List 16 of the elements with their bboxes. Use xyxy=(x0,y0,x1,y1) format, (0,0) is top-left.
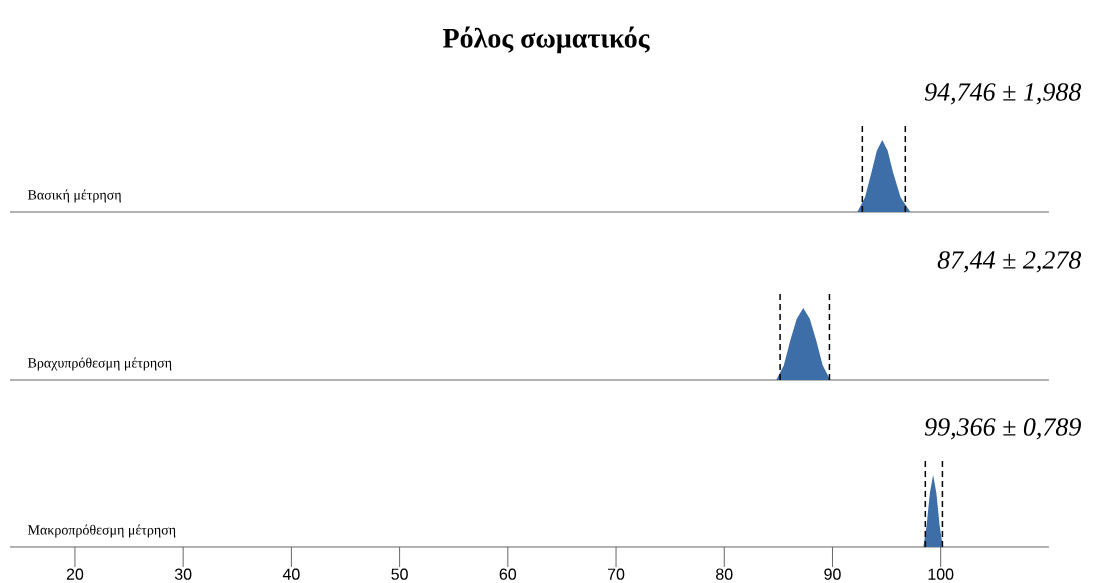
x-tick-label: 40 xyxy=(282,568,300,580)
y-axis-title: Βραχυπρόθεσμη μέτρηση xyxy=(27,357,172,371)
x-tick-label: 80 xyxy=(716,568,733,580)
x-tick-label: 20 xyxy=(66,568,84,580)
text: 87,44 ± 2,278 xyxy=(937,251,1082,273)
chart-title: Ρόλος σωματικός xyxy=(442,26,650,54)
x-tick-label: 30 xyxy=(174,568,192,580)
x-tick-label: 50 xyxy=(391,568,408,580)
y-axis-title: Μακροπρόθεσμη μέτρηση xyxy=(27,524,176,538)
y-axis-title: Βασική μέτρηση xyxy=(27,189,121,203)
text: 94,746 ± 1,988 xyxy=(924,83,1082,105)
text: 99,366 ± 0,789 xyxy=(924,418,1081,440)
x-tick-label: 100 xyxy=(928,568,954,580)
x-tick-label: 70 xyxy=(607,568,625,580)
x-tick-label: 90 xyxy=(824,568,841,580)
x-tick-label: 60 xyxy=(499,568,517,580)
